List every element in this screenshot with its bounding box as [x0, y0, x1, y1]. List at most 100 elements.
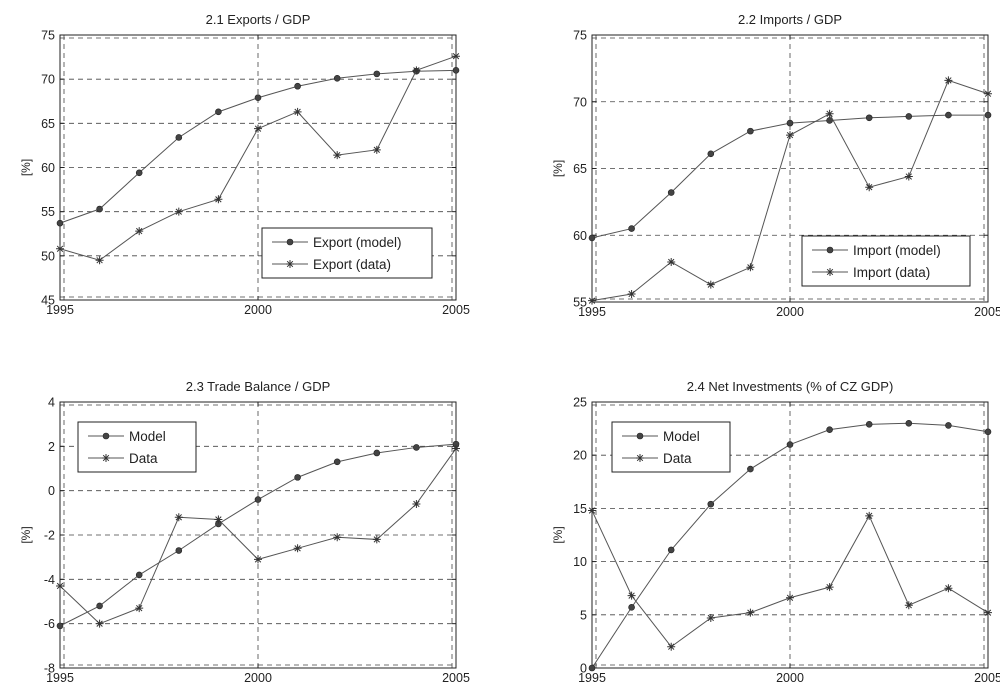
data-point: [628, 225, 635, 232]
data-point: [174, 207, 183, 216]
data-point: [135, 571, 143, 579]
data-point: [95, 619, 104, 628]
data-point: [333, 74, 341, 82]
data-point: [826, 426, 833, 433]
data-point: [707, 500, 715, 508]
y-axis-label: [%]: [551, 160, 565, 177]
chart-4: 2.4 Net Investments (% of CZ GDP) 0 5 10 15 2…: [551, 379, 1000, 685]
data-point: [373, 449, 381, 457]
data-point: [786, 119, 794, 127]
data-point: [56, 581, 64, 590]
data-point: [588, 664, 596, 672]
data-point: [865, 421, 873, 428]
data-point: [135, 604, 144, 613]
data-point: [865, 183, 874, 192]
y-tick-label: 65: [41, 117, 55, 131]
x-tick-label: 2005: [974, 305, 1000, 319]
data-point: [945, 111, 952, 119]
series-2: [56, 444, 460, 628]
chart-2: 2.2 Imports / GDP 55 60 65 70 75 1995 2000 2005 […: [551, 12, 1000, 319]
legend-box: [611, 421, 731, 473]
y-tick-label: 20: [573, 449, 587, 463]
legend-box: [77, 421, 197, 473]
series-2: [588, 76, 992, 305]
data-point: [254, 124, 262, 133]
x-tick-label: 2000: [776, 305, 804, 319]
data-point: [984, 89, 992, 98]
y-tick-label: 70: [41, 73, 55, 87]
data-point: [452, 67, 460, 74]
x-tick-label: 2000: [244, 671, 272, 685]
data-point: [293, 107, 302, 116]
data-point: [254, 496, 262, 503]
data-point: [747, 127, 754, 135]
legend-label: Export (model): [313, 235, 402, 250]
data-point: [984, 111, 992, 119]
data-point: [984, 608, 992, 617]
data-point: [372, 145, 381, 154]
y-tick-label: 65: [573, 162, 587, 176]
series-2: [588, 506, 992, 651]
legend: Export (model) Export (data): [261, 227, 433, 279]
data-point: [667, 257, 676, 266]
data-point: [373, 70, 381, 78]
data-point: [786, 593, 794, 602]
series-1: [588, 419, 992, 672]
data-point: [452, 444, 460, 453]
data-point: [413, 444, 420, 451]
series-1: [56, 67, 460, 227]
data-point: [215, 108, 222, 116]
y-tick-label: 45: [41, 294, 55, 308]
data-point: [667, 189, 675, 196]
data-point: [135, 227, 144, 236]
y-axis-label: [%]: [19, 159, 33, 176]
y-tick-label: 50: [41, 249, 55, 263]
data-point: [747, 465, 754, 473]
data-point: [254, 94, 262, 102]
data-point: [588, 234, 596, 242]
data-point: [706, 280, 715, 289]
data-point: [412, 66, 421, 75]
data-point: [627, 591, 636, 600]
data-point: [293, 544, 302, 553]
legend-label: Model: [663, 429, 700, 444]
legend-marker: [286, 260, 294, 268]
data-point: [628, 604, 635, 611]
data-point: [333, 151, 342, 160]
y-tick-label: 4: [48, 396, 55, 410]
data-point: [944, 76, 953, 85]
x-tick-label: 1995: [578, 671, 606, 685]
y-tick-label: 5: [580, 608, 587, 622]
y-tick-label: 70: [573, 95, 587, 109]
x-tick-label: 2005: [974, 671, 1000, 685]
data-point: [56, 244, 64, 253]
chart-3: 2.3 Trade Balance / GDP -8 -6 -4 -2 0 2 4 1995 20…: [19, 379, 470, 685]
data-point: [865, 114, 873, 122]
data-point: [135, 169, 143, 177]
data-point: [706, 613, 715, 622]
legend-marker: [636, 454, 644, 462]
y-axis-label: [%]: [551, 526, 565, 543]
y-tick-label: 55: [41, 205, 55, 219]
data-point: [452, 52, 460, 61]
data-point: [294, 82, 301, 90]
y-tick-label: 10: [573, 555, 587, 569]
data-point: [56, 622, 64, 630]
chart-title: 2.3 Trade Balance / GDP: [186, 379, 331, 394]
data-point: [96, 205, 103, 213]
data-point: [333, 458, 341, 466]
data-point: [372, 535, 381, 544]
legend-box: [261, 227, 433, 279]
chart-title: 2.1 Exports / GDP: [206, 12, 311, 27]
legend-label: Data: [663, 451, 692, 466]
y-tick-label: -8: [44, 662, 55, 676]
data-point: [904, 601, 913, 610]
data-point: [667, 546, 675, 554]
data-point: [56, 219, 64, 227]
legend-box: [801, 235, 971, 287]
data-point: [254, 555, 262, 564]
x-tick-label: 2005: [442, 671, 470, 685]
y-tick-label: 75: [573, 29, 587, 43]
y-tick-label: 60: [41, 161, 55, 175]
